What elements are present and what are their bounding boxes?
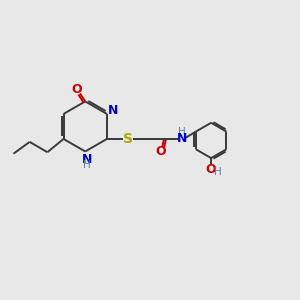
Text: O: O — [156, 145, 167, 158]
Text: O: O — [206, 163, 216, 176]
Text: H: H — [214, 167, 221, 177]
Text: H: H — [83, 160, 91, 170]
Text: H: H — [178, 128, 186, 137]
Text: S: S — [123, 132, 133, 146]
Text: N: N — [176, 133, 187, 146]
Text: N: N — [82, 153, 92, 166]
Text: O: O — [72, 82, 82, 95]
Text: N: N — [108, 103, 118, 117]
